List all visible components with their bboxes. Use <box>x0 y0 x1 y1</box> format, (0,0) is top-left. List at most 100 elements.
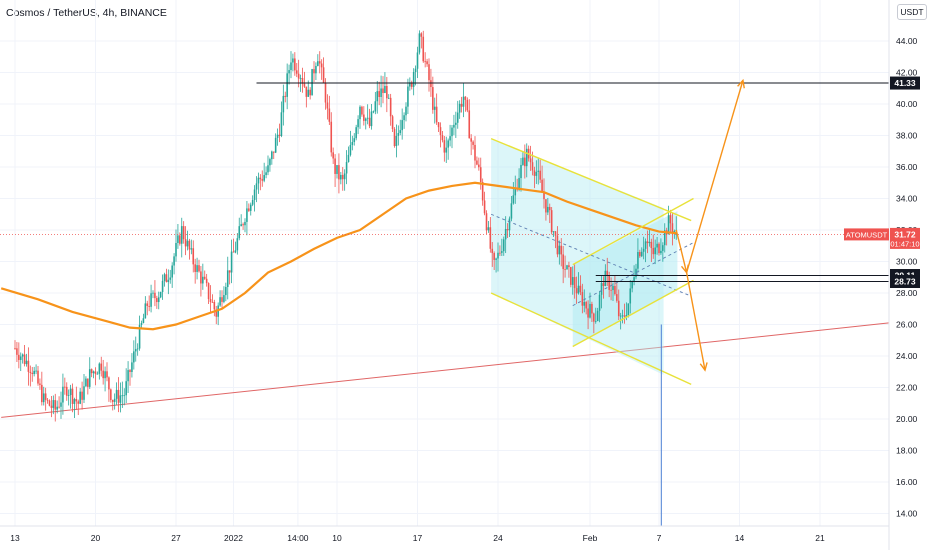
candle-body <box>271 151 273 160</box>
candle-body <box>301 77 304 84</box>
candle-body <box>361 106 363 115</box>
candle-body <box>376 91 379 102</box>
candle-body <box>510 203 513 219</box>
candle-body <box>451 127 453 137</box>
candle-body <box>29 371 32 373</box>
candle-body <box>110 389 112 400</box>
symbol-label-bg <box>844 228 889 241</box>
candle-body <box>351 142 354 145</box>
candle-body <box>654 247 656 255</box>
candle-body <box>449 136 451 141</box>
candle-body <box>639 252 641 257</box>
candle-body <box>573 277 576 289</box>
candle-body <box>83 386 85 400</box>
candle-body <box>144 303 147 319</box>
arrow-target-up-head <box>737 78 745 89</box>
candle-body <box>596 310 599 322</box>
candle-body <box>318 61 321 64</box>
candle-body <box>104 371 106 379</box>
candle-body <box>315 65 317 74</box>
candle-body <box>554 231 557 236</box>
candle-body <box>194 264 196 272</box>
candle-body <box>401 120 403 131</box>
candle-body <box>667 215 670 235</box>
time-tick-label: Feb <box>583 533 598 543</box>
candle-body <box>485 213 488 231</box>
candle-body <box>240 224 242 227</box>
candle-body <box>456 112 459 123</box>
time-tick-label: 13 <box>10 533 20 543</box>
candle-body <box>278 134 281 136</box>
candle-body <box>14 348 16 349</box>
candle-body <box>604 270 607 286</box>
candle-body <box>246 208 248 222</box>
candle-body <box>606 270 609 276</box>
candle-body <box>157 297 160 303</box>
channel-top-line <box>490 138 692 222</box>
candle-body <box>234 250 237 253</box>
candle-body <box>284 95 287 97</box>
time-tick-label: 14 <box>735 533 745 543</box>
price-tick-label: 18.00 <box>896 446 918 456</box>
price-tick-label: 28.00 <box>896 288 918 298</box>
candle-body <box>19 356 22 360</box>
candle-body <box>556 235 559 255</box>
candle-body <box>211 301 214 303</box>
candle-body <box>180 226 183 244</box>
candle-body <box>585 302 587 309</box>
candle-body <box>276 134 279 138</box>
candle-body <box>458 103 461 113</box>
candle-body <box>163 274 166 281</box>
symbol-label: ATOMUSDT <box>846 230 888 239</box>
candle-body <box>608 275 610 290</box>
candle-body <box>324 82 327 103</box>
candle-body <box>524 157 526 167</box>
level-tag-41-33-bg <box>890 76 920 90</box>
candle-body <box>662 245 664 251</box>
candle-body <box>432 87 434 110</box>
candle-body <box>159 291 162 298</box>
candle-body <box>479 167 482 182</box>
candle-body <box>58 406 60 408</box>
arrow-pullback <box>675 229 688 273</box>
candle-body <box>399 130 402 133</box>
candle-body <box>215 309 218 317</box>
candle-body <box>179 235 181 244</box>
candle-body <box>334 158 336 174</box>
candle-body <box>131 362 133 372</box>
candle-body <box>345 162 348 174</box>
currency-button[interactable]: USDT <box>897 4 927 20</box>
candle-body <box>658 243 660 254</box>
candle-body <box>382 88 384 93</box>
candle-body <box>173 256 175 266</box>
candle-body <box>602 283 605 286</box>
candle-body <box>552 231 555 233</box>
candle-body <box>550 210 553 233</box>
bar-countdown: 01:47:10 <box>890 239 919 248</box>
time-tick-label: 10 <box>332 533 342 543</box>
candle-body <box>487 227 490 231</box>
candle-body <box>437 122 440 128</box>
candle-body <box>499 252 501 254</box>
candle-body <box>248 208 250 211</box>
candle-body <box>113 398 116 402</box>
candle-body <box>650 241 653 249</box>
candle-body <box>531 162 534 171</box>
candle-body <box>633 277 635 282</box>
candle-body <box>363 114 365 121</box>
candle-body <box>221 297 223 302</box>
price-axis[interactable]: 14.00 16.00 18.00 20.00 22.00 24.00 26.00 28.00… <box>896 36 918 519</box>
candle-body <box>671 223 674 233</box>
candle-body <box>566 265 568 270</box>
candle-body <box>453 124 455 128</box>
candle-body <box>341 174 344 180</box>
candle-body <box>443 140 446 153</box>
candle-body <box>186 240 189 247</box>
candle-body <box>39 383 41 385</box>
candle-body <box>455 122 457 125</box>
price-tick-label: 44.00 <box>896 36 918 46</box>
candle-body <box>177 235 179 243</box>
candle-body <box>203 276 206 279</box>
time-axis[interactable]: 13 20 27 2022 14:00 10 17 24 Feb 7 14 21 <box>10 533 825 543</box>
